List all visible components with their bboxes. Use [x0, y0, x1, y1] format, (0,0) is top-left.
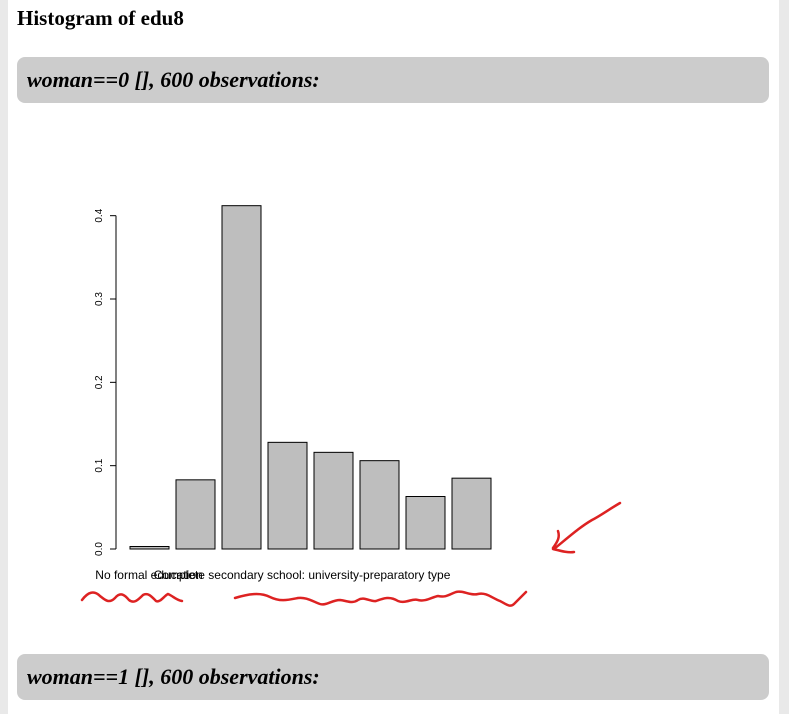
underline-annotation-1	[80, 591, 184, 603]
histogram-bar	[359, 460, 400, 550]
section-header-woman-1: woman==1 [], 600 observations:	[17, 654, 769, 700]
section-header-woman-0: woman==0 [], 600 observations:	[17, 57, 769, 103]
y-tick-label: 0.1	[94, 458, 105, 472]
histogram-bar	[267, 441, 308, 550]
y-tick-label: 0.3	[94, 292, 105, 306]
red-annotations	[80, 501, 622, 607]
arrow-annotation	[551, 501, 622, 554]
x-category-label: No formal education	[95, 568, 202, 582]
page-container: Histogram of edu8 woman==0 [], 600 obser…	[8, 0, 779, 714]
histogram-bar	[221, 205, 262, 550]
x-category-label: Complete secondary school: university-pr…	[154, 568, 451, 582]
y-axis: 0.0 0.1 0.2 0.3 0.4	[94, 208, 117, 556]
page-title: Histogram of edu8	[17, 6, 184, 30]
bars	[129, 205, 492, 550]
underline-annotation-2	[233, 590, 528, 607]
histogram-bar	[451, 477, 492, 550]
histogram-bar	[175, 479, 216, 550]
y-tick-label: 0.2	[94, 375, 105, 389]
y-tick-label: 0.0	[94, 542, 105, 556]
y-tick-label: 0.4	[94, 208, 105, 222]
histogram-bar	[405, 496, 446, 550]
histogram-chart: 0.0 0.1 0.2 0.3 0.4 No formal educationCompl…	[80, 205, 622, 607]
histogram-bar	[313, 451, 354, 550]
histogram-bar	[129, 546, 170, 550]
